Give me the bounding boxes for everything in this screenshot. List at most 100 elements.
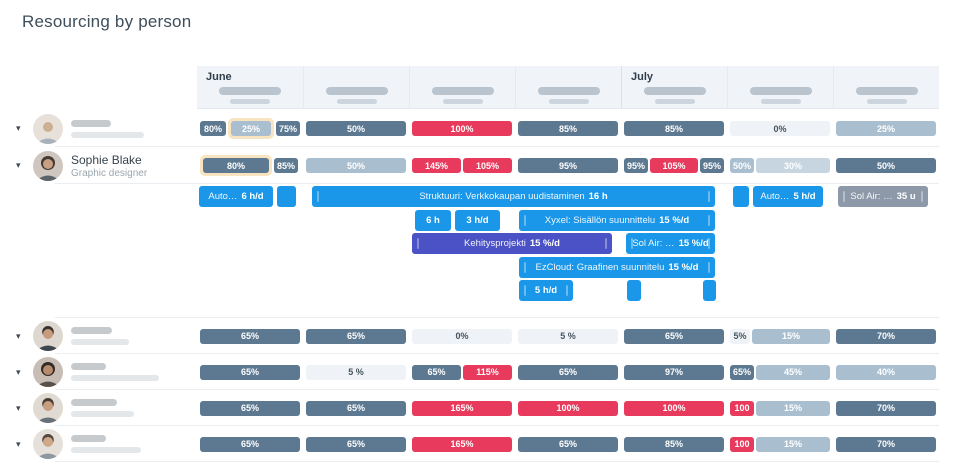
capacity-bar[interactable]: 65% — [730, 364, 754, 380]
capacity-bar[interactable]: 50% — [730, 158, 754, 173]
person-name: Sophie Blake — [71, 152, 142, 167]
capacity-bar[interactable]: 75% — [276, 121, 300, 136]
capacity-bar[interactable]: 65% — [518, 436, 618, 452]
capacity-bar[interactable]: 105% — [650, 158, 698, 173]
capacity-bar[interactable]: 0% — [730, 121, 830, 136]
capacity-bar[interactable]: 115% — [463, 364, 512, 380]
capacity-bar[interactable]: 65% — [200, 328, 300, 344]
capacity-bar[interactable]: 97% — [624, 364, 724, 380]
capacity-cell: 65% — [197, 436, 303, 452]
capacity-bar[interactable]: 5% — [730, 328, 750, 344]
capacity-bar[interactable]: 95% — [700, 158, 724, 173]
capacity-bar[interactable]: 70% — [836, 400, 936, 416]
task-bar[interactable]: Auto… 6 h/d — [199, 186, 273, 207]
capacity-bar[interactable]: 50% — [306, 158, 406, 173]
week-header-cell[interactable] — [515, 66, 621, 108]
capacity-bar[interactable]: 65% — [200, 400, 300, 416]
capacity-bar[interactable]: 95% — [624, 158, 648, 173]
task-bar[interactable]: 5 h/d — [519, 280, 573, 301]
task-bar[interactable]: 3 h/d — [455, 210, 500, 231]
capacity-cell: 65% — [515, 364, 621, 380]
chevron-down-icon[interactable]: ▾ — [16, 160, 21, 170]
capacity-bar[interactable]: 105% — [463, 158, 512, 173]
task-name: Struktuuri: Verkkokaupan uudistaminen — [419, 191, 585, 202]
capacity-bar[interactable]: 5 % — [306, 364, 406, 380]
task-bar[interactable] — [277, 186, 296, 207]
week-header-cell[interactable] — [727, 66, 833, 108]
task-bar[interactable] — [627, 280, 641, 301]
capacity-bar[interactable]: 25% — [836, 121, 936, 136]
chevron-down-icon[interactable]: ▾ — [16, 123, 21, 133]
capacity-bar[interactable]: 100% — [412, 121, 512, 136]
capacity-bar[interactable]: 15% — [752, 328, 830, 344]
capacity-bar[interactable]: 65% — [412, 364, 461, 380]
week-label-placeholder — [749, 87, 812, 95]
capacity-bar[interactable]: 80% — [203, 158, 269, 173]
capacity-bar[interactable]: 100% — [624, 400, 724, 416]
capacity-bar[interactable]: 165% — [412, 436, 512, 452]
capacity-bar[interactable]: 85% — [624, 121, 724, 136]
task-value: 15 %/d — [678, 238, 709, 249]
capacity-bar[interactable]: 80% — [200, 121, 226, 136]
capacity-bar[interactable]: 65% — [306, 328, 406, 344]
capacity-bar[interactable]: 95% — [518, 158, 618, 173]
capacity-bar[interactable]: 15% — [756, 400, 830, 416]
capacity-bar[interactable]: 85% — [274, 158, 298, 173]
capacity-cell: 5 % — [303, 364, 409, 380]
chevron-down-icon[interactable]: ▾ — [16, 366, 21, 377]
capacity-cell: 65% — [197, 328, 303, 344]
week-header-cell[interactable] — [303, 66, 409, 108]
capacity-bar[interactable]: 70% — [836, 436, 936, 452]
chevron-down-icon[interactable]: ▾ — [16, 402, 21, 413]
capacity-bar[interactable]: 100% — [518, 400, 618, 416]
capacity-bar[interactable]: 85% — [518, 121, 618, 136]
person-row-left: ▾ — [0, 357, 197, 387]
task-bar[interactable]: 6 h — [415, 210, 451, 231]
task-bar[interactable]: Sol Air: … 35 u — [838, 186, 928, 207]
capacity-cell: 65% — [197, 364, 303, 380]
capacity-bar[interactable]: 65% — [200, 436, 300, 452]
person-info — [71, 435, 141, 453]
capacity-bar[interactable]: 65% — [518, 364, 618, 380]
capacity-cells: 65% 5 % 65% 115% 65% 97% 65% 45% 40% — [197, 364, 939, 380]
capacity-bar[interactable]: 40% — [836, 364, 936, 380]
task-bar[interactable]: Kehitysprojekti 15 %/d — [412, 233, 612, 254]
capacity-bar[interactable]: 165% — [412, 400, 512, 416]
week-header-cell[interactable] — [409, 66, 515, 108]
capacity-bar[interactable]: 45% — [756, 364, 830, 380]
capacity-bar[interactable]: 5 % — [518, 328, 618, 344]
avatar — [33, 393, 63, 423]
name-placeholder-line2 — [71, 339, 129, 345]
capacity-bar[interactable]: 65% — [200, 364, 300, 380]
capacity-bar[interactable]: 50% — [836, 158, 936, 173]
timeline-header: June July — [197, 66, 939, 109]
week-header-cell[interactable]: July — [621, 66, 727, 108]
chevron-down-icon[interactable]: ▾ — [16, 330, 21, 341]
capacity-bar[interactable]: 50% — [306, 121, 406, 136]
task-bar[interactable]: Struktuuri: Verkkokaupan uudistaminen 16 … — [312, 186, 715, 207]
week-header-cell[interactable]: June — [197, 66, 303, 108]
capacity-bar[interactable]: 70% — [836, 328, 936, 344]
capacity-bar[interactable]: 0% — [412, 328, 512, 344]
capacity-bar[interactable]: 15% — [756, 436, 830, 452]
capacity-bar[interactable]: 30% — [756, 158, 830, 173]
task-bar[interactable] — [703, 280, 716, 301]
task-bar[interactable]: Auto… 5 h/d — [753, 186, 823, 207]
person-row: ▾ 65% 65% 165% 65% 85% 100 15% 70% — [0, 426, 960, 462]
capacity-bar[interactable]: 85% — [624, 436, 724, 452]
person-row: ▾ 65% 65% 165% 100% 100% 100 15% 70% — [0, 390, 960, 426]
chevron-down-icon[interactable]: ▾ — [16, 438, 21, 449]
task-bar[interactable]: Xyxel: Sisällön suunnittelu 15 %/d — [519, 210, 715, 231]
capacity-bar[interactable]: 65% — [624, 328, 724, 344]
capacity-bar[interactable]: 25% — [231, 121, 271, 136]
capacity-bar[interactable]: 145% — [412, 158, 461, 173]
capacity-bar[interactable]: 65% — [306, 436, 406, 452]
task-bar[interactable]: EzCloud: Graafinen suunnitelu 15 %/d — [519, 257, 715, 278]
capacity-bar[interactable]: 100 — [730, 400, 754, 416]
capacity-bar[interactable]: 65% — [306, 400, 406, 416]
person-row: ▾ 65% 65% 0% 5 % 65% 5% 15% 70% — [0, 318, 960, 354]
task-bar[interactable]: Sol Air: … 15 %/d — [626, 233, 715, 254]
capacity-bar[interactable]: 100 — [730, 436, 754, 452]
task-bar[interactable] — [733, 186, 749, 207]
week-header-cell[interactable] — [833, 66, 939, 108]
